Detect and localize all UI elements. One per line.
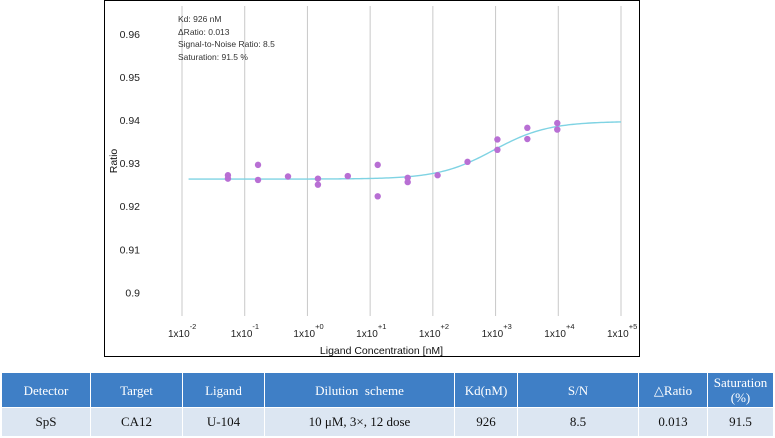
data-point [344,172,351,180]
annotation-box: Kd: 926 nM ΔRatio: 0.013 Signal-to-Noise… [178,13,275,63]
cell-sn: 8.5 [517,407,639,437]
data-point [254,176,262,184]
header-dilution-scheme: Dilution scheme [264,372,455,408]
table-row: SpS CA12 U-104 10 μM, 3×, 12 dose 926 8.… [1,407,774,437]
x-tick-label: 1x10-1 [231,322,259,340]
cell-saturation: 91.5 [707,407,774,437]
results-table: Detector Target Ligand Dilution scheme K… [1,372,774,437]
x-tick-label: 1x10+5 [607,322,637,340]
header-detector: Detector [1,372,91,408]
x-tick-label: 1x10+1 [356,322,386,340]
y-tick-label: 0.92 [120,201,141,213]
data-point [254,161,262,169]
data-point [494,146,501,154]
x-tick-label: 1x10+4 [544,322,574,340]
data-point [314,181,322,188]
data-point [464,158,471,166]
cell-delta-ratio: 0.013 [638,407,708,437]
x-tick-label: 1x10+3 [482,322,512,340]
x-tick-label: 1x10+0 [293,322,323,340]
y-axis-title: Ratio [108,149,120,174]
cell-detector: SpS [1,407,91,437]
data-point [404,178,411,186]
y-tick-label: 0.91 [120,244,141,256]
table-header-row: Detector Target Ligand Dilution scheme K… [1,372,774,408]
data-point [554,119,561,127]
saturation-annotation: Saturation: 91.5 % [178,51,248,62]
delta-ratio-annotation: ΔRatio: 0.013 [178,26,230,37]
data-point [314,175,322,182]
header-ligand: Ligand [182,372,265,408]
y-tick-label: 0.96 [120,29,141,41]
y-tick-label: 0.94 [120,115,141,127]
binding-curve-chart: 1x10-2 1x10-1 1x10+0 1x10+1 1x10+2 1x10+3 1x10… [108,6,637,357]
header-kd: Kd(nM) [454,372,518,408]
data-point [284,173,292,180]
data-point [524,135,531,143]
data-point [494,136,501,143]
cell-dilution-scheme: 10 μM, 3×, 12 dose [264,407,455,437]
x-axis-title: Ligand Concentration [nM] [320,345,443,357]
y-tick-label: 0.93 [120,158,141,170]
x-tick-label: 1x10-2 [168,322,196,340]
cell-target: CA12 [90,407,183,437]
header-target: Target [90,372,183,408]
y-tick-label: 0.9 [125,287,140,299]
data-point [374,193,381,200]
signal-to-noise-annotation: Signal-to-Noise Ratio: 8.5 [178,39,275,49]
cell-kd: 926 [454,407,518,437]
header-delta-ratio: △Ratio [638,372,708,408]
header-saturation: Saturation (%) [707,372,774,408]
y-tick-label: 0.95 [120,72,141,84]
data-point [434,172,441,179]
cell-ligand: U-104 [182,407,265,437]
data-point [224,175,232,182]
chart-frame: 1x10-2 1x10-1 1x10+0 1x10+1 1x10+2 1x10+3 1x10… [104,0,640,357]
data-point [554,126,561,133]
data-point [524,124,531,132]
header-sn: S/N [517,372,639,408]
kd-annotation: Kd: 926 nM [178,14,222,24]
x-tick-label: 1x10+2 [419,322,449,340]
data-point [374,161,381,169]
